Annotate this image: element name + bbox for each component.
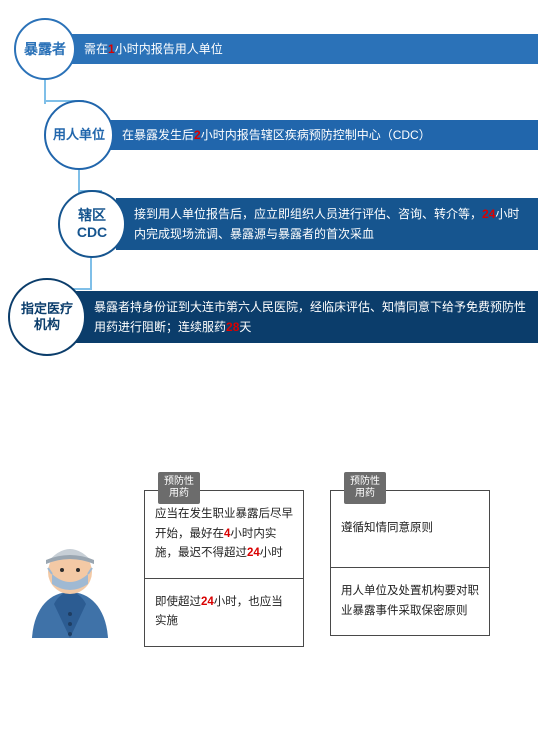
card-tag: 预防性 用药 <box>344 472 386 504</box>
flow-node: 暴露者 <box>14 18 76 80</box>
card-cell: 即使超过24小时，也应当实施 <box>144 579 304 647</box>
medication-info-section: 预防性 用药 应当在发生职业暴露后尽早开始，最好在4小时内实施，最迟不得超过24… <box>0 490 538 650</box>
flow-node-label: 指定医疗 机构 <box>21 301 73 332</box>
flow-node-label: 暴露者 <box>24 41 66 58</box>
flow-banner: 接到用人单位报告后，应立即组织人员进行评估、咨询、转介等，24小时内完成现场流调… <box>116 198 538 251</box>
flow-banner-text: 暴露者持身份证到大连市第六人民医院，经临床评估、知情同意下给予免费预防性用药进行… <box>94 297 526 338</box>
principles-card: 预防性 用药 遵循知情同意原则 用人单位及处置机构要对职业暴露事件采取保密原则 <box>330 490 490 647</box>
flow-banner: 在暴露发生后2小时内报告辖区疾病预防控制中心（CDC） <box>104 120 538 150</box>
flow-step-cdc: 辖区 CDC 接到用人单位报告后，应立即组织人员进行评估、咨询、转介等，24小时… <box>58 190 538 258</box>
flow-banner-text: 需在1小时内报告用人单位 <box>84 39 223 59</box>
flow-node-label: 用人单位 <box>53 127 105 143</box>
flow-step-exposed-person: 暴露者 需在1小时内报告用人单位 <box>14 18 538 80</box>
preventive-medication-card: 预防性 用药 应当在发生职业暴露后尽早开始，最好在4小时内实施，最迟不得超过24… <box>144 490 304 647</box>
flow-node: 辖区 CDC <box>58 190 126 258</box>
flow-banner-text: 接到用人单位报告后，应立即组织人员进行评估、咨询、转介等，24小时内完成现场流调… <box>134 204 526 245</box>
flow-node: 指定医疗 机构 <box>8 278 86 356</box>
card-cell: 用人单位及处置机构要对职业暴露事件采取保密原则 <box>330 568 490 636</box>
process-flow: 暴露者 需在1小时内报告用人单位 用人单位 在暴露发生后2小时内报告辖区疾病预防… <box>0 0 538 356</box>
info-cards: 预防性 用药 应当在发生职业暴露后尽早开始，最好在4小时内实施，最迟不得超过24… <box>144 490 518 647</box>
card-tag: 预防性 用药 <box>158 472 200 504</box>
flow-node-label: 辖区 CDC <box>77 207 107 241</box>
flow-step-employer: 用人单位 在暴露发生后2小时内报告辖区疾病预防控制中心（CDC） <box>44 100 538 170</box>
flow-banner: 暴露者持身份证到大连市第六人民医院，经临床评估、知情同意下给予免费预防性用药进行… <box>76 291 538 344</box>
flow-banner-text: 在暴露发生后2小时内报告辖区疾病预防控制中心（CDC） <box>122 125 431 145</box>
flow-node: 用人单位 <box>44 100 114 170</box>
flow-banner: 需在1小时内报告用人单位 <box>66 34 538 64</box>
flow-step-designated-hospital: 指定医疗 机构 暴露者持身份证到大连市第六人民医院，经临床评估、知情同意下给予免… <box>8 278 538 356</box>
medical-worker-icon <box>20 530 120 650</box>
